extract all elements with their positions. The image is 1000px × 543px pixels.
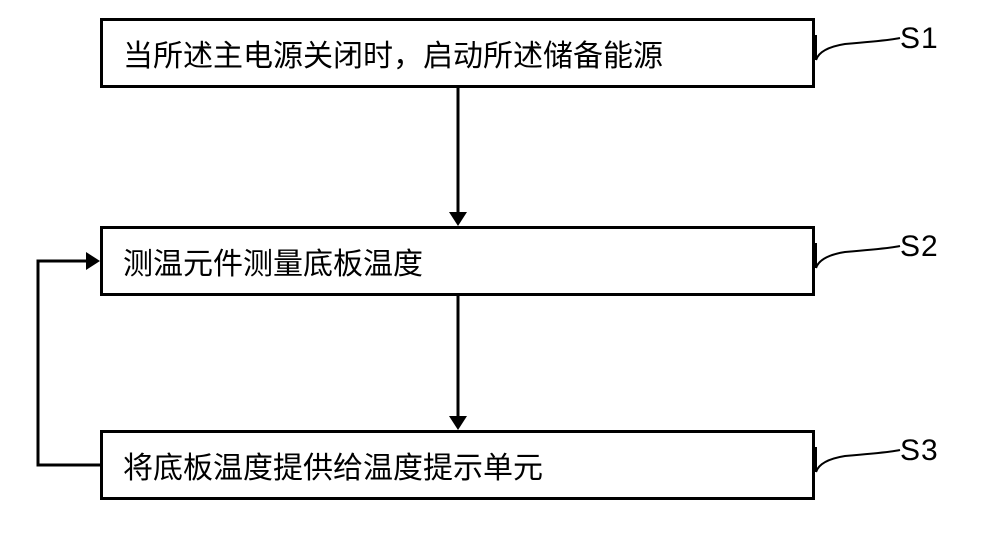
arrowhead-s1-s2 — [449, 212, 467, 226]
arrowhead-s2-s3 — [449, 416, 467, 430]
edges-svg — [0, 0, 1000, 543]
diagram-canvas: 当所述主电源关闭时，启动所述储备能源 S1 测温元件测量底板温度 S2 将底板温… — [0, 0, 1000, 543]
label-curve-s2 — [816, 246, 900, 268]
arrowhead-loop — [86, 252, 100, 270]
label-curve-s3 — [816, 450, 900, 472]
label-curve-s1 — [816, 38, 900, 60]
edge-loop-s3-s2 — [38, 261, 100, 465]
